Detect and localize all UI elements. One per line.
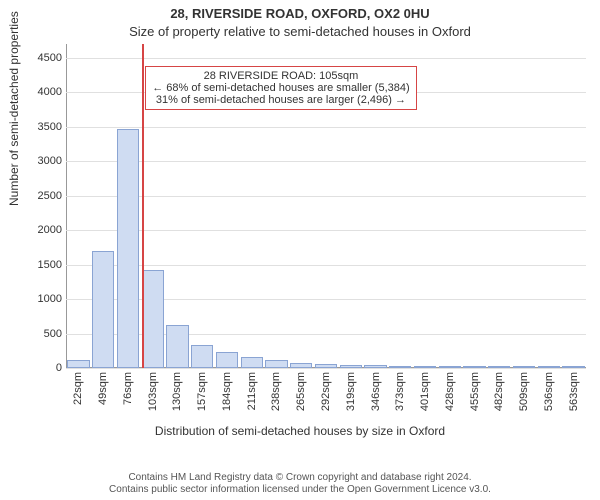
gridline (66, 265, 586, 266)
histogram-bar (142, 270, 164, 368)
x-axis-label: Distribution of semi-detached houses by … (0, 424, 600, 438)
reference-line (142, 44, 144, 368)
plot-area: 05001000150020002500300035004000450022sq… (66, 44, 586, 368)
x-tick-label: 238sqm (270, 372, 282, 411)
y-axis-label: Number of semi-detached properties (7, 11, 21, 206)
y-tick-label: 2000 (38, 224, 62, 236)
x-tick-label: 563sqm (568, 372, 580, 411)
histogram-bar (191, 345, 213, 368)
histogram-bar (92, 251, 114, 368)
chart-title-address: 28, RIVERSIDE ROAD, OXFORD, OX2 0HU (0, 6, 600, 21)
histogram-bar (439, 366, 461, 368)
x-tick-label: 509sqm (518, 372, 530, 411)
x-tick-label: 103sqm (147, 372, 159, 411)
y-tick-label: 4500 (38, 52, 62, 64)
chart-subtitle: Size of property relative to semi-detach… (0, 24, 600, 39)
gridline (66, 161, 586, 162)
x-tick-label: 76sqm (122, 372, 134, 405)
x-tick-label: 401sqm (419, 372, 431, 411)
annotation-line-3: 31% of semi-detached houses are larger (… (152, 94, 409, 106)
histogram-bar (364, 365, 386, 368)
y-tick-label: 3500 (38, 121, 62, 133)
footer-line-1: Contains HM Land Registry data © Crown c… (10, 472, 590, 484)
gridline (66, 127, 586, 128)
annotation-box: 28 RIVERSIDE ROAD: 105sqm← 68% of semi-d… (145, 66, 416, 110)
x-tick-label: 184sqm (221, 372, 233, 411)
gridline (66, 58, 586, 59)
histogram-bar (463, 366, 485, 368)
histogram-bar (315, 364, 337, 368)
histogram-bar (241, 357, 263, 368)
x-tick-label: 455sqm (469, 372, 481, 411)
x-tick-label: 373sqm (394, 372, 406, 411)
histogram-bar (340, 365, 362, 368)
y-tick-label: 4000 (38, 86, 62, 98)
gridline (66, 368, 586, 369)
gridline (66, 230, 586, 231)
x-tick-label: 130sqm (171, 372, 183, 411)
histogram-bar (562, 366, 584, 368)
histogram-bar (513, 366, 535, 368)
y-tick-label: 2500 (38, 190, 62, 202)
x-tick-label: 265sqm (295, 372, 307, 411)
x-tick-label: 49sqm (97, 372, 109, 405)
histogram-bar (290, 363, 312, 369)
x-tick-label: 482sqm (493, 372, 505, 411)
histogram-bar (538, 366, 560, 368)
histogram-bar (389, 366, 411, 368)
histogram-bar (414, 366, 436, 368)
histogram-bar (216, 352, 238, 368)
annotation-line-1: 28 RIVERSIDE ROAD: 105sqm (152, 70, 409, 82)
histogram-bar (117, 129, 139, 368)
y-tick-label: 1000 (38, 293, 62, 305)
x-tick-label: 157sqm (196, 372, 208, 411)
histogram-bar (166, 325, 188, 368)
chart-container: 28, RIVERSIDE ROAD, OXFORD, OX2 0HU Size… (0, 0, 600, 500)
x-tick-label: 346sqm (370, 372, 382, 411)
y-tick-label: 0 (56, 362, 62, 374)
histogram-bar (488, 366, 510, 368)
footer-attribution: Contains HM Land Registry data © Crown c… (0, 472, 600, 496)
y-tick-label: 3000 (38, 155, 62, 167)
x-tick-label: 536sqm (543, 372, 555, 411)
x-tick-label: 22sqm (72, 372, 84, 405)
y-tick-label: 1500 (38, 259, 62, 271)
x-tick-label: 319sqm (345, 372, 357, 411)
y-tick-label: 500 (44, 328, 62, 340)
footer-line-2: Contains public sector information licen… (10, 484, 590, 496)
histogram-bar (67, 360, 89, 368)
histogram-bar (265, 360, 287, 368)
annotation-line-2: ← 68% of semi-detached houses are smalle… (152, 82, 409, 94)
x-tick-label: 292sqm (320, 372, 332, 411)
gridline (66, 196, 586, 197)
x-tick-label: 428sqm (444, 372, 456, 411)
x-tick-label: 211sqm (246, 372, 258, 410)
